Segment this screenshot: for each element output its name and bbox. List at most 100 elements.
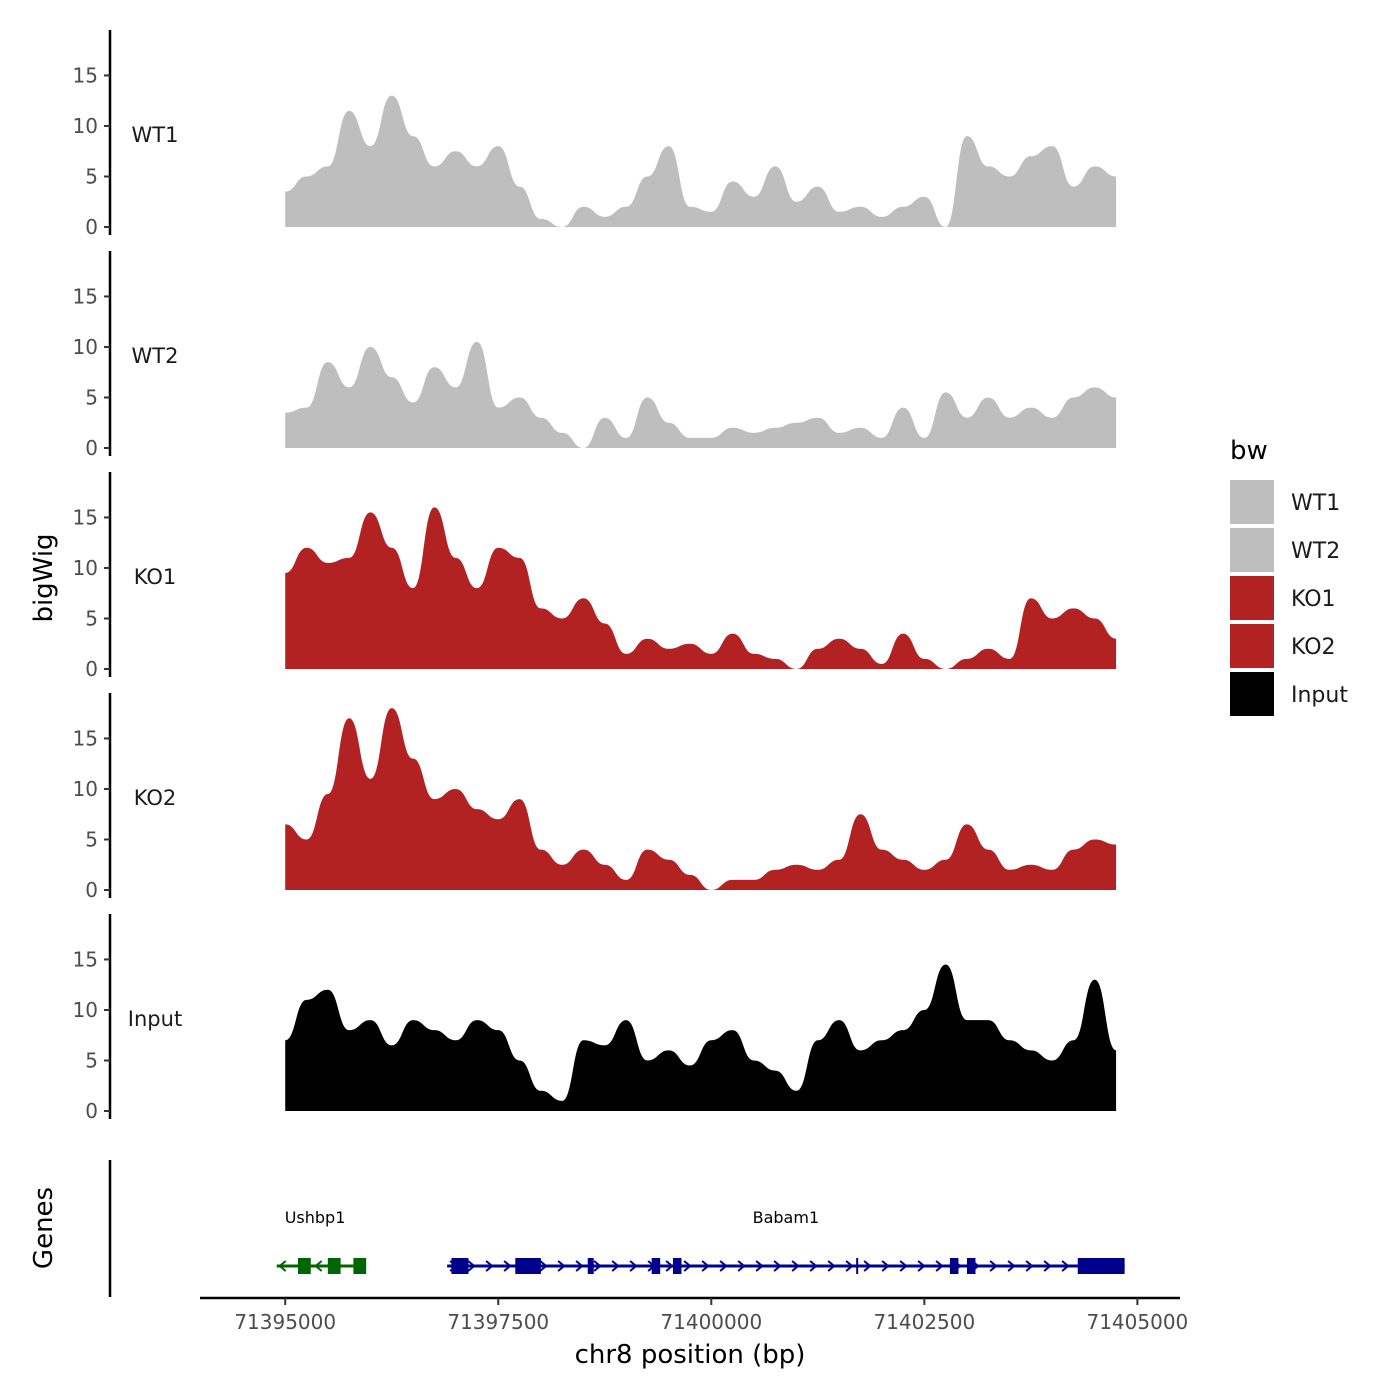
- y-tick-label: 15: [73, 726, 98, 750]
- exon: [353, 1258, 367, 1274]
- strand-arrow: [278, 1260, 287, 1272]
- y-tick-label: 0: [85, 878, 98, 902]
- legend-swatch: [1230, 480, 1274, 524]
- y-tick-label: 0: [85, 1099, 98, 1123]
- x-tick-label: 71400000: [660, 1310, 762, 1334]
- y-tick-label: 10: [73, 556, 98, 580]
- strand-arrow: [719, 1260, 728, 1272]
- legend-swatch: [1230, 624, 1274, 668]
- legend-item-wt2: WT2: [1230, 528, 1340, 572]
- gene-label: Babam1: [753, 1208, 820, 1227]
- y-tick-label: 0: [85, 436, 98, 460]
- legend-title: bw: [1230, 436, 1268, 466]
- exon: [451, 1258, 469, 1274]
- exon: [856, 1258, 859, 1274]
- strand-arrow: [593, 1260, 602, 1272]
- track-label: KO2: [134, 786, 177, 810]
- strand-arrow: [917, 1260, 926, 1272]
- y-tick-label: 5: [85, 164, 98, 188]
- track-label: WT2: [132, 344, 179, 368]
- legend-label: Input: [1291, 683, 1348, 708]
- x-tick-label: 71397500: [447, 1310, 549, 1334]
- y-tick-label: 10: [73, 777, 98, 801]
- strand-arrow: [611, 1260, 620, 1272]
- strand-arrow: [539, 1260, 548, 1272]
- legend-item-ko1: KO1: [1230, 576, 1336, 620]
- area-wt1: [285, 95, 1117, 227]
- strand-arrow: [467, 1260, 476, 1272]
- y-tick-label: 15: [73, 505, 98, 529]
- tracks: 0 5 10 15 WT1 0 5 10 15 WT2 0 5 10 15 KO1 0 5 10 15 KO2 0 5 10…: [73, 30, 1117, 1123]
- strand-arrow: [1007, 1260, 1016, 1272]
- y-tick-label: 0: [85, 657, 98, 681]
- strand-arrow: [701, 1260, 710, 1272]
- track-ko2: 0 5 10 15 KO2: [73, 693, 1117, 902]
- y-tick-label: 5: [85, 606, 98, 630]
- y-tick-label: 15: [73, 63, 98, 87]
- strand-arrow: [503, 1260, 512, 1272]
- exon: [949, 1258, 959, 1274]
- strand-arrow: [1061, 1260, 1070, 1272]
- area-ko1: [285, 507, 1117, 669]
- exon: [587, 1258, 594, 1274]
- x-axis: 71395000 71397500 71400000 71402500 71405000: [200, 1296, 1188, 1334]
- legend-item-wt1: WT1: [1230, 480, 1340, 524]
- strand-arrow: [845, 1260, 854, 1272]
- strand-arrow: [683, 1260, 692, 1272]
- gene-ushbp1: Ushbp1: [276, 1208, 367, 1274]
- legend-swatch: [1230, 672, 1274, 716]
- legend-item-ko2: KO2: [1230, 624, 1336, 668]
- strand-arrow: [1043, 1260, 1052, 1272]
- strand-arrow: [755, 1260, 764, 1272]
- exon: [327, 1258, 341, 1274]
- strand-arrow: [314, 1260, 323, 1272]
- strand-arrow: [557, 1260, 566, 1272]
- strand-arrow: [737, 1260, 746, 1272]
- y-tick-label: 15: [73, 284, 98, 308]
- x-axis-title: chr8 position (bp): [575, 1340, 806, 1370]
- exon: [298, 1258, 311, 1274]
- track-label: KO1: [134, 565, 177, 589]
- strand-arrow: [935, 1260, 944, 1272]
- track-input: 0 5 10 15 Input: [73, 914, 1117, 1123]
- exon: [651, 1258, 661, 1274]
- exon: [672, 1258, 682, 1274]
- y-tick-label: 10: [73, 335, 98, 359]
- strand-arrow: [629, 1260, 638, 1272]
- strand-arrow: [791, 1260, 800, 1272]
- legend-swatch: [1230, 576, 1274, 620]
- y-tick-label: 5: [85, 827, 98, 851]
- y-tick-label: 0: [85, 215, 98, 239]
- legend-label: KO2: [1291, 635, 1336, 660]
- legend-label: KO1: [1291, 587, 1336, 612]
- track-label: Input: [128, 1007, 182, 1031]
- exon: [515, 1258, 541, 1274]
- gene-label: Ushbp1: [285, 1208, 346, 1227]
- strand-arrow: [773, 1260, 782, 1272]
- strand-arrow: [575, 1260, 584, 1272]
- gene-panel: Ushbp1 Babam1: [108, 1160, 1125, 1297]
- y-tick-label: 10: [73, 114, 98, 138]
- area-input: [285, 964, 1117, 1111]
- exon: [966, 1258, 976, 1274]
- legend-item-input: Input: [1230, 672, 1348, 716]
- gene-babam1: Babam1: [447, 1208, 1125, 1274]
- track-label: WT1: [132, 123, 179, 147]
- strand-arrow: [1025, 1260, 1034, 1272]
- y-tick-label: 15: [73, 947, 98, 971]
- y-tick-label: 5: [85, 385, 98, 409]
- genes-axis-title: Genes: [29, 1187, 59, 1269]
- y-tick-label: 5: [85, 1048, 98, 1072]
- strand-arrow: [881, 1260, 890, 1272]
- track-ko1: 0 5 10 15 KO1: [73, 472, 1117, 681]
- strand-arrow: [665, 1260, 674, 1272]
- legend-label: WT2: [1291, 539, 1340, 564]
- x-tick-label: 71402500: [873, 1310, 975, 1334]
- strand-arrow: [989, 1260, 998, 1272]
- x-tick-label: 71405000: [1086, 1310, 1188, 1334]
- y-axis-title: bigWig: [29, 533, 59, 622]
- legend-swatch: [1230, 528, 1274, 572]
- strand-arrow: [827, 1260, 836, 1272]
- track-wt1: 0 5 10 15 WT1: [73, 30, 1117, 239]
